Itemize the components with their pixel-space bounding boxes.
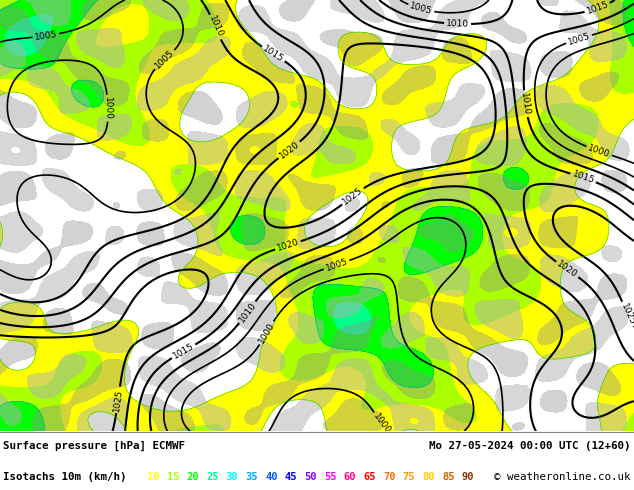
Text: 1010: 1010 (519, 92, 531, 116)
Text: 80: 80 (422, 472, 435, 482)
Text: 1020: 1020 (555, 259, 579, 280)
Text: 1005: 1005 (34, 29, 58, 42)
Text: 1010: 1010 (446, 19, 469, 29)
Text: 1000: 1000 (257, 320, 276, 345)
Text: 1025: 1025 (341, 186, 365, 207)
Text: 1005: 1005 (409, 1, 434, 16)
Text: 1010: 1010 (207, 15, 224, 39)
Text: 1015: 1015 (585, 0, 610, 16)
Text: 35: 35 (245, 472, 258, 482)
Text: © weatheronline.co.uk: © weatheronline.co.uk (495, 472, 631, 482)
Text: 1000: 1000 (371, 412, 392, 436)
Text: 90: 90 (462, 472, 474, 482)
Text: 45: 45 (285, 472, 297, 482)
Text: 1005: 1005 (567, 31, 592, 47)
Text: 65: 65 (363, 472, 376, 482)
Text: 30: 30 (226, 472, 238, 482)
Text: 1025: 1025 (112, 388, 124, 412)
Text: 1010: 1010 (237, 300, 258, 324)
Text: 75: 75 (403, 472, 415, 482)
Text: 1020: 1020 (278, 140, 301, 161)
Text: 60: 60 (344, 472, 356, 482)
Text: 1000: 1000 (586, 143, 611, 159)
Text: 1000: 1000 (103, 97, 113, 120)
Text: 1005: 1005 (324, 257, 349, 273)
Text: 85: 85 (442, 472, 455, 482)
Text: Surface pressure [hPa] ECMWF: Surface pressure [hPa] ECMWF (3, 441, 185, 451)
Text: 55: 55 (324, 472, 337, 482)
Text: Mo 27-05-2024 00:00 UTC (12+60): Mo 27-05-2024 00:00 UTC (12+60) (429, 441, 631, 451)
Text: 15: 15 (167, 472, 179, 482)
Text: 10: 10 (147, 472, 160, 482)
Text: 1025: 1025 (619, 302, 634, 326)
Text: 50: 50 (304, 472, 317, 482)
Text: 25: 25 (206, 472, 219, 482)
Text: 1015: 1015 (261, 44, 285, 64)
Text: 1005: 1005 (153, 48, 176, 71)
Text: 1020: 1020 (276, 238, 300, 253)
Text: 40: 40 (265, 472, 278, 482)
Text: 1015: 1015 (571, 170, 595, 186)
Text: 20: 20 (186, 472, 199, 482)
Text: 70: 70 (383, 472, 396, 482)
Text: 1015: 1015 (171, 342, 196, 361)
Text: Isotachs 10m (km/h): Isotachs 10m (km/h) (3, 472, 127, 482)
